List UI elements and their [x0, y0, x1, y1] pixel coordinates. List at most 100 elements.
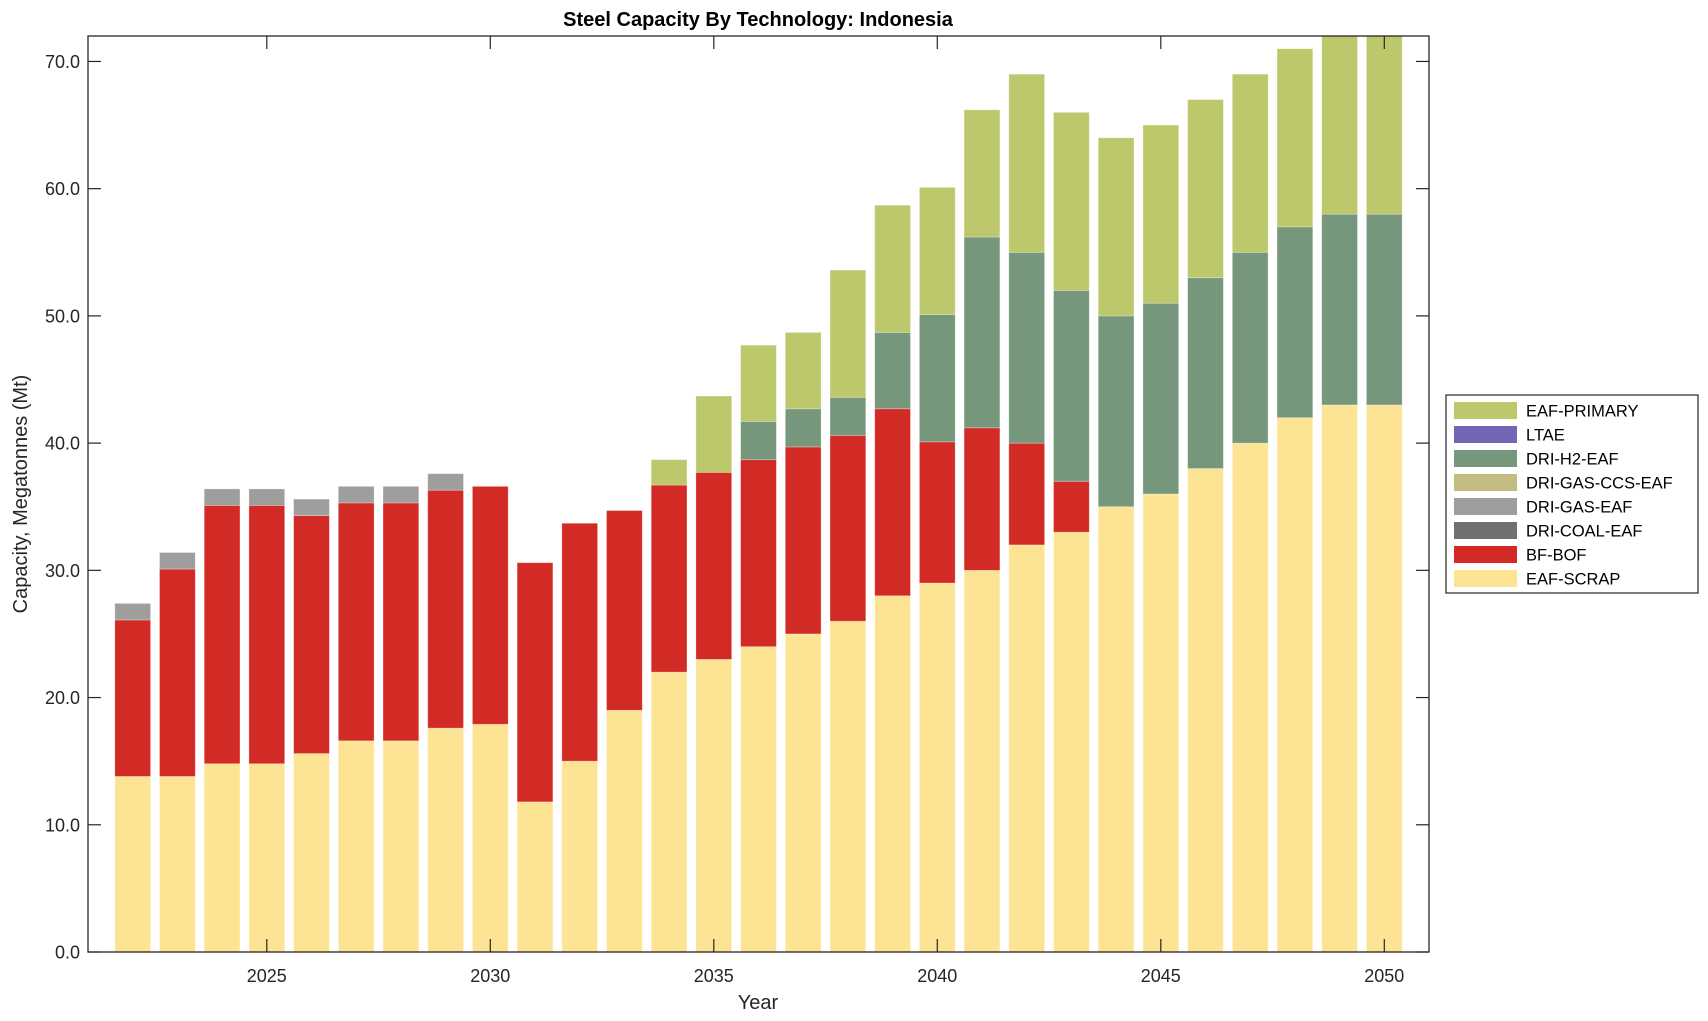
- y-tick-label: 20.0: [45, 688, 80, 708]
- bar-eaf-primary-2041: [963, 109, 1001, 238]
- bar-eaf-scrap-2041: [963, 569, 1001, 952]
- bar-bf-bof-2040: [919, 441, 956, 584]
- bar-eaf-scrap-2033: [606, 709, 643, 952]
- bar-eaf-primary-2048: [1276, 48, 1314, 228]
- legend-label-eaf-primary: EAF-PRIMARY: [1526, 403, 1638, 421]
- bar-eaf-primary-2043: [1053, 111, 1090, 291]
- legend-swatch-dri-h2-eaf: [1454, 450, 1517, 467]
- bar-bf-bof-2034: [650, 484, 688, 673]
- bar-dri-h2-eaf-2038: [829, 396, 867, 436]
- x-tick-label: 2030: [470, 966, 510, 986]
- bar-eaf-scrap-2024: [203, 763, 241, 952]
- bar-dri-h2-eaf-2037: [784, 408, 822, 448]
- bar-eaf-scrap-2047: [1231, 442, 1269, 952]
- legend-swatch-eaf-scrap: [1454, 570, 1517, 587]
- bar-eaf-scrap-2037: [784, 633, 822, 952]
- bar-bf-bof-2035: [695, 471, 733, 660]
- y-tick-label: 50.0: [45, 306, 80, 326]
- bar-eaf-scrap-2038: [829, 620, 867, 952]
- bar-eaf-scrap-2022: [114, 776, 151, 952]
- legend-label-dri-gas-eaf: DRI-GAS-EAF: [1526, 499, 1632, 517]
- bar-dri-gas-eaf-2028: [382, 485, 420, 504]
- bar-bf-bof-2041: [963, 427, 1001, 571]
- bar-bf-bof-2030: [472, 485, 509, 725]
- bar-eaf-scrap-2045: [1142, 493, 1180, 952]
- bar-eaf-scrap-2049: [1321, 404, 1358, 952]
- bar-bf-bof-2022: [114, 619, 151, 777]
- bar-bf-bof-2029: [427, 489, 464, 729]
- bar-dri-h2-eaf-2047: [1231, 251, 1269, 444]
- bar-eaf-primary-2047: [1231, 73, 1269, 253]
- y-axis: 0.0 10.0 20.0 30.0 40.0 50.0 60.0 70.0: [45, 52, 1429, 963]
- bar-eaf-scrap-2048: [1276, 417, 1314, 952]
- bar-dri-h2-eaf-2040: [919, 314, 956, 443]
- bar-dri-gas-eaf-2029: [427, 473, 464, 491]
- bar-dri-h2-eaf-2036: [740, 421, 777, 461]
- bar-eaf-primary-2035: [695, 395, 733, 473]
- bar-eaf-scrap-2025: [248, 763, 286, 952]
- legend-label-eaf-scrap: EAF-SCRAP: [1526, 571, 1620, 589]
- y-tick-label: 10.0: [45, 815, 80, 835]
- bar-eaf-scrap-2023: [159, 776, 196, 952]
- bar-dri-h2-eaf-2043: [1053, 290, 1090, 482]
- legend: EAF-PRIMARY LTAE DRI-H2-EAF DRI-GAS-CCS-EAF…: [1445, 394, 1699, 594]
- x-axis-label: Year: [738, 992, 779, 1014]
- bar-bf-bof-2031: [516, 562, 554, 803]
- bar-dri-h2-eaf-2046: [1187, 277, 1224, 469]
- bar-eaf-scrap-2027: [337, 740, 375, 952]
- x-axis: 2025 2030 2035 2040 2045 2050: [247, 36, 1404, 986]
- bar-bf-bof-2038: [829, 435, 867, 622]
- bar-eaf-scrap-2034: [650, 671, 688, 952]
- bar-bf-bof-2032: [561, 522, 598, 762]
- bar-eaf-primary-2042: [1008, 73, 1045, 253]
- bar-bf-bof-2039: [874, 408, 911, 597]
- bar-eaf-scrap-2050: [1366, 404, 1403, 952]
- chart-title: Steel Capacity By Technology: Indonesia: [563, 9, 954, 31]
- bars-group: [114, 36, 1403, 952]
- bar-eaf-primary-2045: [1142, 124, 1180, 304]
- bar-dri-h2-eaf-2050: [1366, 213, 1403, 406]
- bar-bf-bof-2028: [382, 502, 420, 742]
- legend-swatch-dri-gas-ccs-eaf: [1454, 474, 1517, 491]
- bar-dri-h2-eaf-2044: [1097, 315, 1135, 508]
- y-tick-label: 60.0: [45, 179, 80, 199]
- bar-eaf-primary-2044: [1097, 137, 1135, 317]
- bar-eaf-primary-2050: [1366, 36, 1403, 215]
- bar-eaf-scrap-2026: [293, 753, 330, 952]
- legend-swatch-bf-bof: [1454, 546, 1517, 563]
- bar-eaf-primary-2046: [1187, 99, 1224, 279]
- bar-eaf-primary-2038: [829, 269, 867, 398]
- bar-dri-gas-eaf-2022: [114, 603, 151, 621]
- bar-bf-bof-2026: [293, 515, 330, 754]
- bar-dri-gas-eaf-2027: [337, 485, 375, 504]
- bar-eaf-scrap-2040: [919, 582, 956, 952]
- bar-bf-bof-2025: [248, 505, 286, 765]
- y-tick-label: 0.0: [55, 943, 80, 963]
- legend-label-dri-coal-eaf: DRI-COAL-EAF: [1526, 523, 1642, 541]
- bar-bf-bof-2037: [784, 446, 822, 635]
- bar-bf-bof-2043: [1053, 480, 1090, 533]
- y-axis-label: Capacity, Megatonnes (Mt): [10, 375, 32, 614]
- bar-bf-bof-2036: [740, 459, 777, 648]
- x-tick-label: 2045: [1141, 966, 1181, 986]
- legend-swatch-eaf-primary: [1454, 402, 1517, 419]
- bar-eaf-primary-2036: [740, 344, 777, 422]
- bar-eaf-scrap-2043: [1053, 531, 1090, 952]
- legend-swatch-dri-gas-eaf: [1454, 498, 1517, 515]
- y-tick-label: 30.0: [45, 561, 80, 581]
- bar-eaf-scrap-2044: [1097, 506, 1135, 952]
- bar-dri-h2-eaf-2048: [1276, 226, 1314, 419]
- bar-eaf-scrap-2039: [874, 595, 911, 952]
- x-tick-label: 2040: [917, 966, 957, 986]
- x-tick-label: 2050: [1364, 966, 1404, 986]
- bar-dri-h2-eaf-2039: [874, 332, 911, 410]
- legend-label-dri-gas-ccs-eaf: DRI-GAS-CCS-EAF: [1526, 475, 1673, 493]
- bar-dri-h2-eaf-2042: [1008, 251, 1045, 444]
- bar-eaf-primary-2034: [650, 459, 688, 486]
- x-tick-label: 2035: [694, 966, 734, 986]
- y-tick-label: 70.0: [45, 52, 80, 72]
- legend-swatch-ltae: [1454, 426, 1517, 443]
- bar-dri-h2-eaf-2049: [1321, 213, 1358, 406]
- bar-dri-h2-eaf-2045: [1142, 302, 1180, 495]
